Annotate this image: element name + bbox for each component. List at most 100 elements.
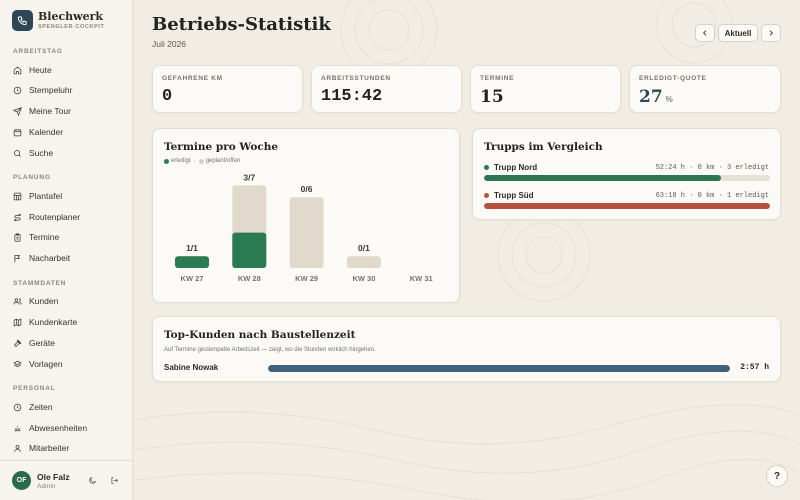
brand[interactable]: Blechwerk SPENGLER-COCKPIT — [12, 10, 104, 31]
sidebar: Blechwerk SPENGLER-COCKPIT ARBEITSTAG He… — [0, 0, 133, 500]
trupp-sued-fill — [484, 203, 770, 209]
hammer-icon — [13, 339, 22, 347]
x-tick-label: KW 27 — [181, 274, 204, 283]
bar-data-label: 0/1 — [358, 243, 370, 253]
sidebar-item-label: Suche — [29, 148, 54, 158]
sidebar-item-label: Zeiten — [29, 402, 53, 412]
sidebar-item-routenplaner[interactable]: Routenplaner — [13, 209, 123, 225]
sidebar-item-label: Termine — [29, 232, 60, 242]
phone-icon — [12, 10, 33, 31]
stat-value: 15 — [480, 87, 504, 107]
x-tick-label: KW 29 — [295, 274, 318, 283]
legend-done-label: erledigt — [171, 158, 191, 164]
customer-time: 2:57 h — [740, 363, 769, 372]
nav-section-arbeitstag: ARBEITSTAG — [13, 48, 63, 55]
trupp-name-label: Trupp Süd — [494, 191, 534, 200]
sidebar-item-label: Stempeluhr — [29, 85, 73, 95]
current-month-button[interactable]: Aktuell — [718, 24, 758, 42]
sidebar-item-label: Kundenkarte — [29, 317, 78, 327]
stat-label: TERMINE — [480, 75, 515, 82]
bar-open-kw-29 — [289, 197, 324, 268]
legend-done-swatch — [164, 158, 169, 164]
sidebar-item-vorlagen[interactable]: Vorlagen — [13, 356, 123, 372]
moon-icon[interactable] — [88, 476, 97, 485]
sidebar-item-kundenkarte[interactable]: Kundenkarte — [13, 314, 123, 330]
sun-icon — [14, 425, 21, 431]
sidebar-item-zeiten[interactable]: Zeiten — [13, 399, 123, 415]
stat-card-appointments: TERMINE 15 — [470, 65, 621, 113]
sidebar-item-plantafel[interactable]: Plantafel — [13, 188, 123, 204]
layers-icon — [13, 360, 22, 367]
bar-data-label: 1/1 — [186, 243, 198, 253]
sidebar-item-kalender[interactable]: Kalender — [13, 124, 123, 140]
customer-time-fill — [268, 365, 730, 372]
route-icon — [14, 213, 21, 221]
trupp-sued-stats: 63:18 h · 0 km · 1 erledigt — [655, 192, 769, 200]
customer-name: Sabine Nowak — [164, 363, 219, 372]
stat-value: 27% — [639, 87, 673, 107]
weekly-chart-title: Termine pro Woche — [164, 141, 279, 153]
stat-value: 0 — [162, 87, 173, 106]
trupps-card: Trupps im Vergleich Trupp Nord 52:24 h ·… — [472, 128, 781, 220]
sidebar-item-label: Mitarbeiter — [29, 443, 70, 453]
grid-icon — [13, 192, 22, 200]
stat-value: 115:42 — [321, 87, 383, 106]
weekly-chart-card: Termine pro Woche erledigt · geplant/off… — [152, 128, 460, 303]
users-icon — [13, 297, 22, 305]
trupp-sued-name: Trupp Süd — [484, 191, 534, 200]
stat-card-hours: ARBEITSSTUNDEN 115:42 — [311, 65, 462, 113]
legend-open-label: geplant/offen — [205, 158, 241, 164]
sidebar-item-nacharbeit[interactable]: Nacharbeit — [13, 250, 123, 266]
bar-data-label: 0/6 — [301, 184, 313, 194]
sidebar-item-meine-tour[interactable]: Meine Tour — [13, 103, 123, 119]
chevron-right-icon — [769, 30, 773, 36]
trupp-sued-track — [484, 203, 770, 209]
stat-label: ARBEITSSTUNDEN — [321, 75, 391, 82]
trupp-nord-stats: 52:24 h · 0 km · 3 erledigt — [655, 164, 769, 172]
bar-done-kw-27 — [175, 256, 209, 268]
clipboard-icon — [14, 232, 21, 242]
avatar[interactable]: OF — [12, 471, 31, 490]
sidebar-item-kunden[interactable]: Kunden — [13, 293, 123, 309]
sidebar-item-label: Plantafel — [29, 191, 63, 201]
sidebar-item-geraete[interactable]: Geräte — [13, 335, 123, 351]
sidebar-item-stempeluhr[interactable]: Stempeluhr — [13, 82, 123, 98]
sidebar-item-label: Heute — [29, 65, 52, 75]
nav-section-stammdaten: STAMMDATEN — [13, 280, 67, 287]
customer-time-track — [268, 365, 730, 372]
trupp-nord-track — [484, 175, 770, 181]
sidebar-item-label: Vorlagen — [29, 359, 63, 369]
stat-label: ERLEDIGT-QUOTE — [639, 75, 707, 82]
x-tick-label: KW 28 — [238, 274, 261, 283]
stat-unit: % — [665, 95, 673, 104]
sidebar-item-label: Routenplaner — [29, 212, 81, 222]
sidebar-item-heute[interactable]: Heute — [13, 62, 123, 78]
prev-month-button[interactable] — [695, 24, 715, 42]
user-icon — [14, 444, 21, 452]
next-month-button[interactable] — [761, 24, 781, 42]
top-customers-subtitle: Auf Termine gestempelte Arbeitszeit — ze… — [164, 347, 376, 353]
stat-card-quota: ERLEDIGT-QUOTE 27% — [629, 65, 781, 113]
help-button[interactable]: ? — [766, 465, 788, 487]
sidebar-item-label: Nacharbeit — [29, 253, 71, 263]
nav-section-planung: PLANUNG — [13, 174, 51, 181]
brand-subtitle: SPENGLER-COCKPIT — [38, 24, 105, 30]
nav-section-personal: PERSONAL — [13, 385, 56, 392]
sidebar-item-suche[interactable]: Suche — [13, 145, 123, 161]
bar-open-kw-30 — [346, 256, 381, 268]
sidebar-item-mitarbeiter[interactable]: Mitarbeiter — [13, 440, 123, 456]
map-icon — [13, 318, 22, 326]
trupps-title: Trupps im Vergleich — [484, 141, 603, 153]
logout-icon[interactable] — [110, 476, 119, 485]
top-customers-title: Top-Kunden nach Baustellenzeit — [164, 329, 356, 341]
legend-separator: · — [193, 158, 196, 164]
trupp-name-label: Trupp Nord — [494, 163, 538, 172]
trupp-sued-dot — [484, 193, 489, 198]
brand-name: Blechwerk — [38, 10, 104, 23]
sidebar-item-label: Geräte — [29, 338, 55, 348]
chevron-left-icon — [703, 30, 707, 36]
sidebar-item-termine[interactable]: Termine — [13, 229, 123, 245]
clock-icon — [13, 86, 22, 94]
sidebar-item-abwesenheiten[interactable]: Abwesenheiten — [13, 420, 123, 436]
x-tick-label: KW 30 — [352, 274, 375, 283]
